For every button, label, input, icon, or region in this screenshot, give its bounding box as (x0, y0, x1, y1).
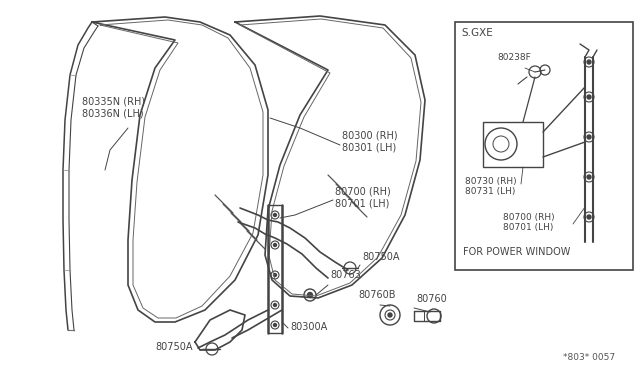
Circle shape (388, 313, 392, 317)
Circle shape (587, 215, 591, 219)
Text: 80335N (RH): 80335N (RH) (82, 96, 145, 106)
Text: 80760: 80760 (416, 294, 447, 304)
Text: 80300A: 80300A (290, 322, 327, 332)
Circle shape (587, 135, 591, 139)
Circle shape (307, 292, 312, 298)
Text: 80763: 80763 (330, 270, 361, 280)
Circle shape (587, 95, 591, 99)
Circle shape (273, 273, 276, 276)
Circle shape (273, 304, 276, 307)
Circle shape (587, 60, 591, 64)
Circle shape (273, 214, 276, 217)
Text: FOR POWER WINDOW: FOR POWER WINDOW (463, 247, 570, 257)
Text: 80700 (RH): 80700 (RH) (503, 213, 555, 222)
Circle shape (273, 244, 276, 247)
Bar (455, 22, 633, 270)
Text: 80731 (LH): 80731 (LH) (465, 187, 515, 196)
Text: 80750A: 80750A (362, 252, 399, 262)
Text: 80238F: 80238F (497, 53, 531, 62)
Circle shape (587, 175, 591, 179)
Text: 80300 (RH): 80300 (RH) (342, 130, 397, 140)
Text: 80301 (LH): 80301 (LH) (342, 142, 396, 152)
Text: *803* 0057: *803* 0057 (563, 353, 615, 362)
Text: 80730 (RH): 80730 (RH) (465, 177, 516, 186)
Text: 80701 (LH): 80701 (LH) (335, 199, 389, 209)
Text: 80336N (LH): 80336N (LH) (82, 108, 143, 118)
Circle shape (273, 324, 276, 327)
Text: 80750A: 80750A (155, 342, 193, 352)
Text: S.GXE: S.GXE (461, 28, 493, 38)
Text: 80760B: 80760B (358, 290, 396, 300)
Text: 80701 (LH): 80701 (LH) (503, 223, 554, 232)
Bar (483, 122, 543, 167)
Text: 80700 (RH): 80700 (RH) (335, 187, 391, 197)
